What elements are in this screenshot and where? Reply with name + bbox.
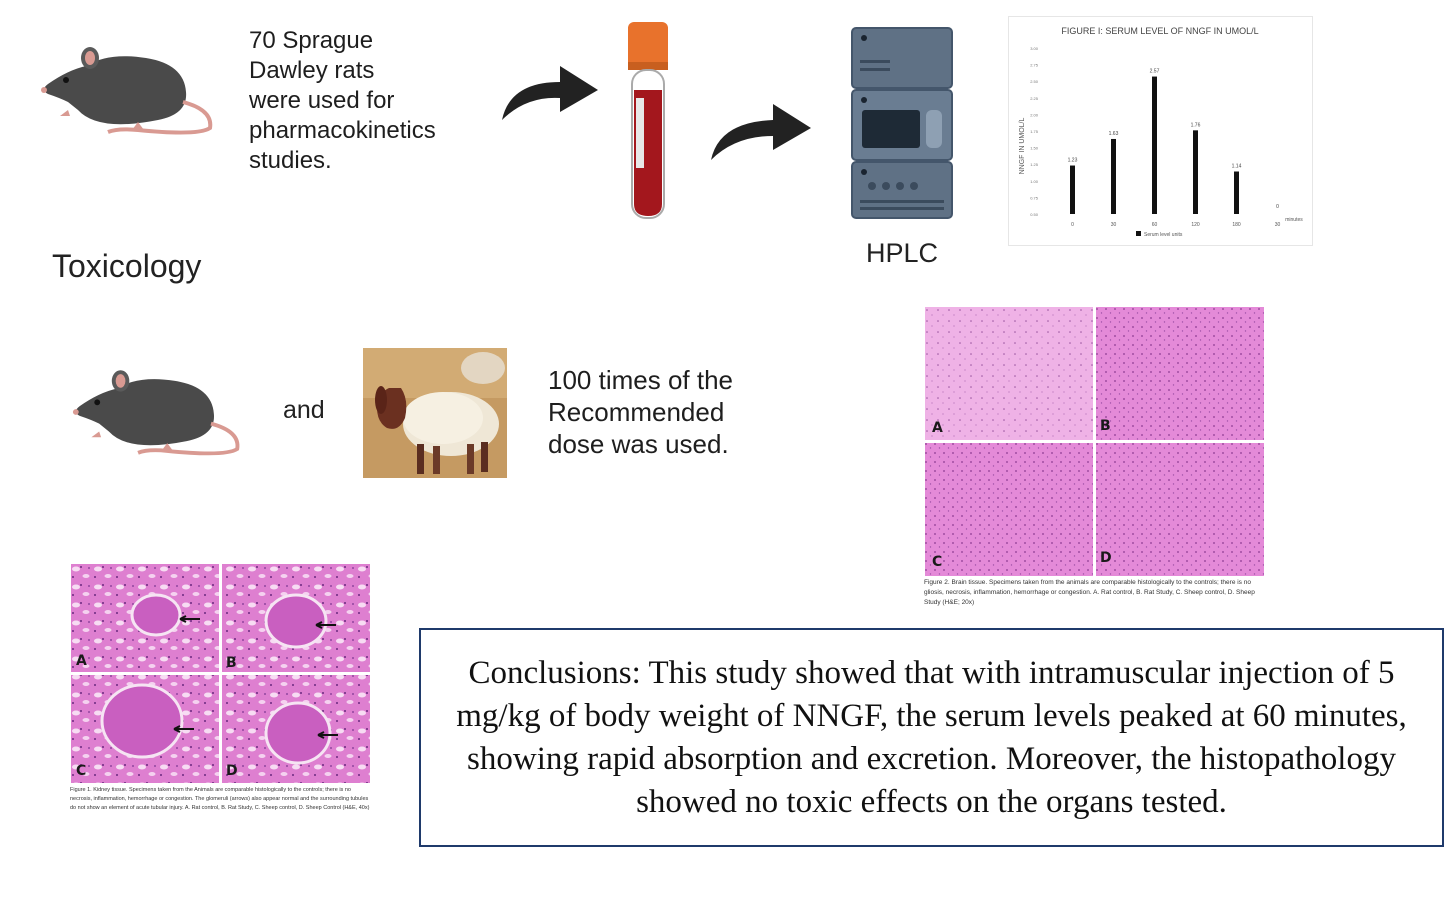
chart-x-tick-label: 60 [1152,222,1158,228]
and-label: and [283,396,325,424]
serum-level-chart: FIGURE I: SERUM LEVEL OF NNGF IN UMOL/L … [1008,16,1313,246]
kidney-panel-c-label: C [76,763,86,779]
chart-x-tick-label: 0 [1071,222,1074,228]
sheep-photo [363,348,507,478]
hplc-label: HPLC [866,238,939,268]
kidney-figure-caption: Figure 1. Kidney tissue. Specimens taken… [70,787,370,811]
chart-y-tick-label: 1.00 [1030,179,1039,184]
brain-panel-c-label: C [932,554,942,570]
chart-y-tick-label: 3.00 [1030,46,1039,51]
kidney-panel-a-label: A [76,653,87,669]
chart-bar [1193,130,1198,214]
chart-data-label: 1.76 [1191,122,1201,128]
conclusion-box: Conclusions: This study showed that with… [419,628,1444,847]
chart-y-tick-label: 0.75 [1030,195,1039,200]
chart-bar [1234,171,1239,214]
chart-data-label: 2.57 [1150,69,1160,75]
rat-icon [41,47,213,135]
chart-y-tick-label: 1.75 [1030,129,1039,134]
rats-description: 70 Sprague Dawley rats were used for pha… [249,27,436,174]
brain-panel-a-label: A [932,420,943,436]
kidney-panel-b-label: B [226,655,237,671]
curved-arrow-icon [502,66,598,120]
chart-y-tick-label: 1.25 [1030,162,1039,167]
curved-arrow-icon [711,104,811,160]
brain-panel-b-label: B [1100,418,1111,434]
chart-bar [1070,165,1075,214]
toxicology-label: Toxicology [52,248,202,284]
chart-y-tick-label: 2.00 [1030,112,1039,117]
legend-swatch [1136,231,1141,236]
brain-histology-figure: A B C D [925,307,1264,576]
chart-data-label: 0 [1276,204,1279,210]
chart-y-tick-label: 2.75 [1030,63,1039,68]
dose-description: 100 times of the Recommended dose was us… [548,365,733,459]
chart-data-label: 1.23 [1068,158,1078,164]
brain-panel-d-label: D [1100,550,1112,566]
chart-y-axis-label: NNGF IN UMOL/L [1019,118,1026,175]
chart-x-tick-label: 30 [1275,222,1281,228]
chart-data-label: 1.14 [1232,164,1242,170]
rat-icon [72,370,240,456]
chart-bar [1152,76,1157,214]
chart-title: FIGURE I: SERUM LEVEL OF NNGF IN UMOL/L [1061,26,1258,36]
chart-bar [1111,138,1116,214]
kidney-histology-figure: A B C D [71,564,370,783]
chart-x-tick-label: 120 [1191,222,1200,228]
hplc-machine-icon [851,27,953,219]
chart-data-label: 1.63 [1109,131,1119,137]
chart-x-unit: minutes [1285,217,1303,223]
chart-y-tick-label: 0.50 [1030,212,1039,217]
chart-x-tick-label: 30 [1111,222,1117,228]
kidney-panel-d-label: D [226,763,238,779]
blood-tube-icon [628,22,668,219]
brain-figure-caption: Figure 2. Brain tissue. Specimens taken … [924,579,1255,606]
conclusion-text: Conclusions: This study showed that with… [456,654,1407,820]
chart-y-tick-label: 2.50 [1030,79,1039,84]
chart-legend: Serum level units [1144,232,1183,238]
chart-x-tick-label: 180 [1232,222,1241,228]
chart-y-tick-label: 2.25 [1030,96,1039,101]
chart-y-tick-label: 1.50 [1030,146,1039,151]
